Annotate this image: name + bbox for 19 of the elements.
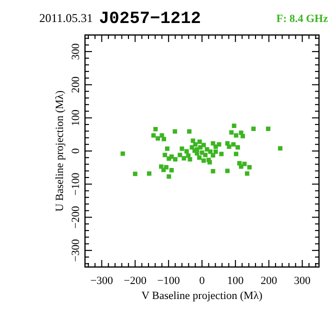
text: F: 8.4 GHz — [276, 13, 328, 25]
y-tick-label: −100 — [70, 172, 82, 196]
y-tick-label: −300 — [70, 238, 82, 262]
x-tick-label: −200 — [124, 275, 147, 287]
x-axis-title: V Baseline projection (Mλ) — [142, 290, 263, 302]
x-tick-label: −300 — [90, 275, 114, 287]
chart-subtitle: 2011.05.31 — [39, 11, 93, 25]
x-tick-label: −100 — [157, 275, 180, 287]
x-tick-label: 200 — [260, 275, 278, 287]
y-tick-label: 0 — [70, 148, 82, 154]
y-tick-label: −200 — [70, 205, 82, 229]
chart-title: J0257−1212 — [98, 10, 202, 29]
y-tick-label: 300 — [70, 42, 82, 60]
x-tick-label: 100 — [227, 275, 244, 287]
y-axis-title: U Baseline projection (Mλ) — [54, 90, 66, 212]
y-tick-label: 200 — [70, 76, 82, 93]
y-tick-label: 100 — [70, 109, 82, 126]
x-tick-label: 300 — [294, 275, 312, 287]
x-tick-label: 0 — [199, 275, 206, 287]
